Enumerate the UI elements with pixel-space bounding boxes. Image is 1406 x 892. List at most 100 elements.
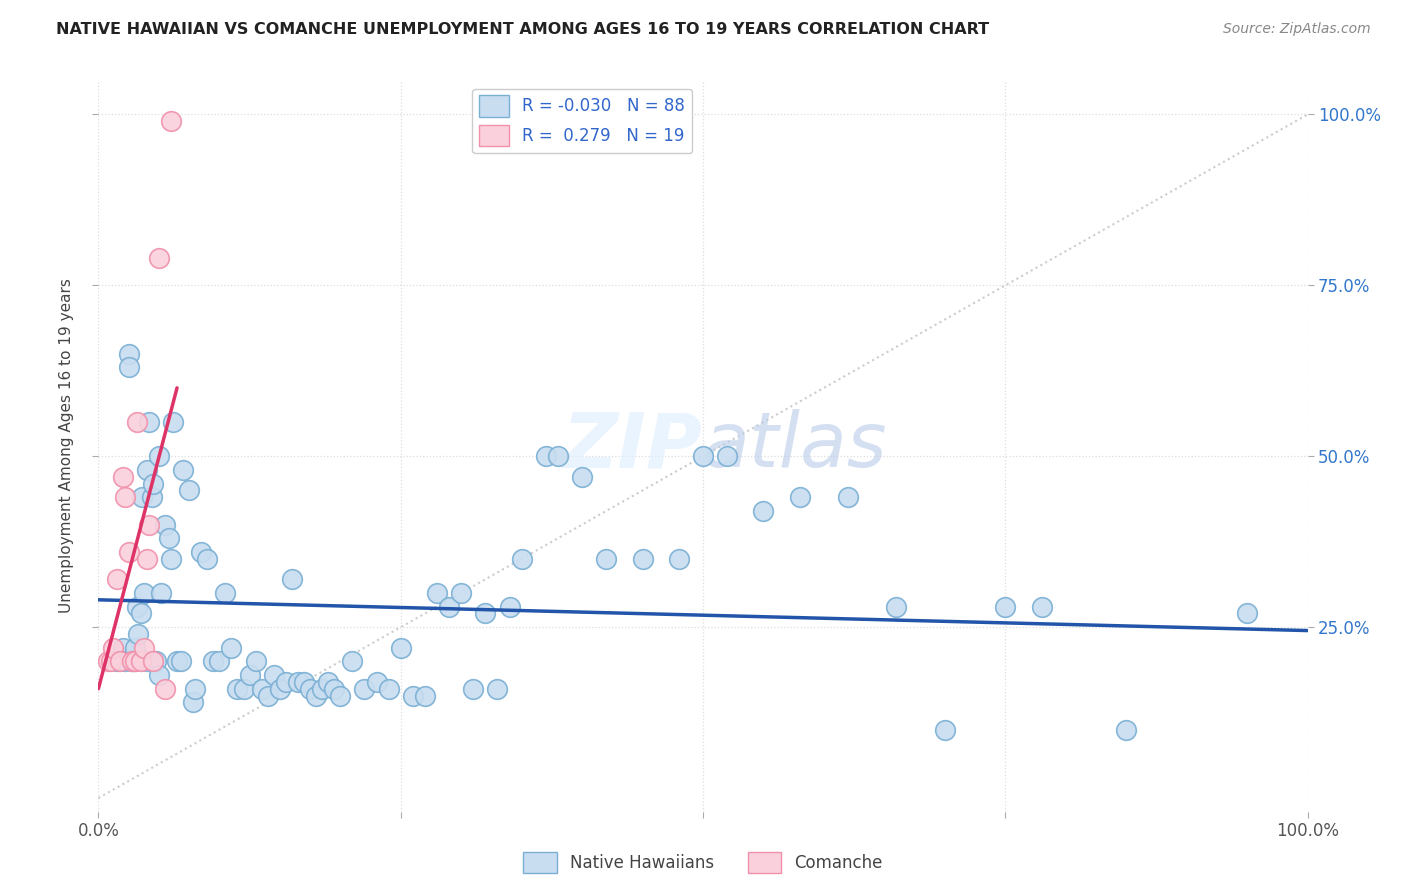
Point	[124, 654, 146, 668]
Point	[129, 654, 152, 668]
Point	[474, 607, 496, 621]
Point	[311, 681, 333, 696]
Point	[127, 599, 149, 614]
Point	[108, 654, 131, 668]
Point	[134, 640, 156, 655]
Point	[153, 681, 176, 696]
Point	[437, 599, 460, 614]
Point	[121, 654, 143, 668]
Point	[631, 551, 654, 566]
Point	[789, 490, 811, 504]
Point	[121, 654, 143, 668]
Point	[692, 449, 714, 463]
Point	[994, 599, 1017, 614]
Point	[135, 654, 157, 668]
Point	[114, 490, 136, 504]
Point	[118, 545, 141, 559]
Point	[547, 449, 569, 463]
Point	[129, 607, 152, 621]
Point	[353, 681, 375, 696]
Point	[148, 251, 170, 265]
Point	[124, 654, 146, 668]
Point	[135, 551, 157, 566]
Point	[1115, 723, 1137, 737]
Point	[134, 586, 156, 600]
Point	[377, 681, 399, 696]
Point	[305, 689, 328, 703]
Point	[135, 463, 157, 477]
Point	[837, 490, 859, 504]
Text: NATIVE HAWAIIAN VS COMANCHE UNEMPLOYMENT AMONG AGES 16 TO 19 YEARS CORRELATION C: NATIVE HAWAIIAN VS COMANCHE UNEMPLOYMENT…	[56, 22, 990, 37]
Point	[214, 586, 236, 600]
Point	[256, 689, 278, 703]
Point	[150, 586, 173, 600]
Point	[169, 654, 191, 668]
Point	[269, 681, 291, 696]
Point	[498, 599, 520, 614]
Point	[934, 723, 956, 737]
Point	[232, 681, 254, 696]
Point	[486, 681, 509, 696]
Point	[716, 449, 738, 463]
Point	[97, 654, 120, 668]
Point	[1236, 607, 1258, 621]
Point	[195, 551, 218, 566]
Point	[142, 476, 165, 491]
Point	[450, 586, 472, 600]
Point	[111, 640, 134, 655]
Point	[1031, 599, 1053, 614]
Point	[118, 360, 141, 375]
Point	[138, 415, 160, 429]
Point	[105, 572, 128, 586]
Point	[145, 654, 167, 668]
Point	[124, 640, 146, 655]
Point	[221, 640, 243, 655]
Point	[202, 654, 225, 668]
Point	[510, 551, 533, 566]
Point	[190, 545, 212, 559]
Point	[157, 531, 180, 545]
Point	[138, 517, 160, 532]
Point	[184, 681, 207, 696]
Point	[463, 681, 485, 696]
Point	[402, 689, 425, 703]
Point	[534, 449, 557, 463]
Point	[250, 681, 273, 696]
Point	[162, 415, 184, 429]
Point	[263, 668, 285, 682]
Point	[153, 517, 176, 532]
Point	[172, 463, 194, 477]
Point	[226, 681, 249, 696]
Point	[114, 654, 136, 668]
Point	[413, 689, 436, 703]
Point	[100, 654, 122, 668]
Point	[179, 483, 201, 498]
Point	[389, 640, 412, 655]
Point	[160, 551, 183, 566]
Point	[166, 654, 188, 668]
Point	[245, 654, 267, 668]
Text: Source: ZipAtlas.com: Source: ZipAtlas.com	[1223, 22, 1371, 37]
Point	[148, 449, 170, 463]
Point	[208, 654, 231, 668]
Legend: R = -0.030   N = 88, R =  0.279   N = 19: R = -0.030 N = 88, R = 0.279 N = 19	[472, 88, 692, 153]
Point	[668, 551, 690, 566]
Text: ZIP: ZIP	[564, 409, 703, 483]
Point	[426, 586, 449, 600]
Point	[342, 654, 364, 668]
Y-axis label: Unemployment Among Ages 16 to 19 years: Unemployment Among Ages 16 to 19 years	[59, 278, 75, 614]
Point	[329, 689, 352, 703]
Point	[239, 668, 262, 682]
Point	[281, 572, 304, 586]
Legend: Native Hawaiians, Comanche: Native Hawaiians, Comanche	[517, 846, 889, 880]
Point	[141, 490, 163, 504]
Point	[316, 674, 339, 689]
Point	[160, 114, 183, 128]
Point	[127, 415, 149, 429]
Point	[292, 674, 315, 689]
Point	[752, 504, 775, 518]
Point	[118, 347, 141, 361]
Point	[181, 695, 204, 709]
Point	[287, 674, 309, 689]
Point	[131, 490, 153, 504]
